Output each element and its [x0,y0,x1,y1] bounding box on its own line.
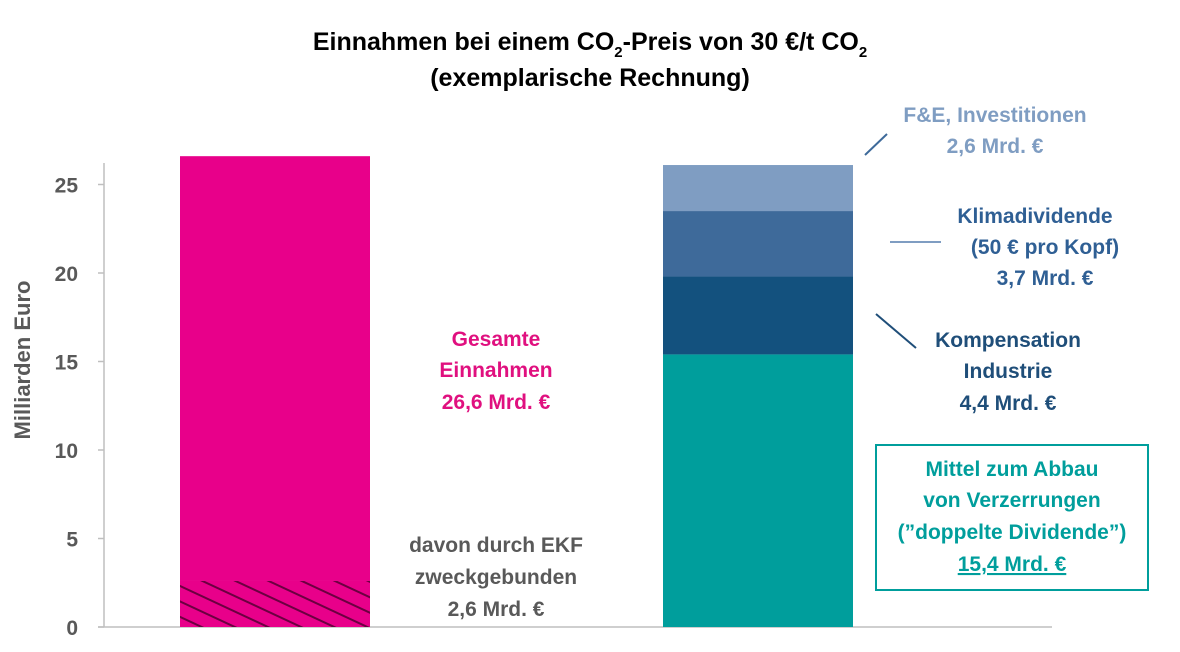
annotation-kompensation-line-3: 4,4 Mrd. € [960,392,1057,415]
annotation-mittel-line-4: 15,4 Mrd. € [958,553,1067,576]
chart-title-line1: Einnahmen bei einem CO2-Preis von 30 €/t… [313,28,867,61]
annotation-klima-line-1: Klimadividende [957,205,1112,228]
annotation-fe-line-2: 2,6 Mrd. € [947,135,1044,158]
annotation-klima-line-3: 3,7 Mrd. € [997,267,1094,290]
annotation-gesamt: Gesamte Einnahmen 26,6 Mrd. € [439,328,552,414]
annotation-mittel-line-3: (”doppelte Dividende”) [898,521,1127,544]
y-tick-label: 10 [55,440,78,463]
leader-fe [864,133,888,156]
y-ticks: 0 5 10 15 20 25 [55,175,104,640]
annotation-ekf: davon durch EKF zweckgebunden 2,6 Mrd. € [409,534,583,621]
annotation-klima-line-2: (50 € pro Kopf) [971,236,1119,259]
y-tick-label: 5 [66,529,78,552]
bar-2-segment-3 [663,211,853,277]
bar-1-segment-1 [180,580,370,627]
annotation-kompensation-line-2: Industrie [964,360,1053,383]
leader-kompensation [875,313,917,349]
annotation-mittel: Mittel zum Abbau von Verzerrungen (”dopp… [898,458,1127,576]
y-axis-label: Milliarden Euro [10,281,35,440]
annotation-fe-line-1: F&E, Investitionen [903,104,1086,127]
annotation-fe: F&E, Investitionen 2,6 Mrd. € [903,104,1086,158]
y-tick-label: 25 [55,175,79,198]
bar-2-segment-1 [663,354,853,627]
annotation-kompensation: Kompensation Industrie 4,4 Mrd. € [935,329,1081,415]
annotation-gesamt-line-3: 26,6 Mrd. € [442,391,551,414]
annotation-ekf-line-1: davon durch EKF [409,534,583,557]
chart-title-line2: (exemplarische Rechnung) [430,64,750,92]
bar-1-segment-2 [180,156,370,581]
y-tick-label: 0 [66,617,78,640]
annotation-ekf-line-3: 2,6 Mrd. € [448,598,545,621]
annotation-mittel-box [875,444,1149,591]
annotation-mittel-line-2: von Verzerrungen [923,489,1100,512]
annotation-klima: Klimadividende (50 € pro Kopf) 3,7 Mrd. … [957,205,1119,290]
annotation-mittel-line-1: Mittel zum Abbau [925,458,1098,481]
annotation-ekf-line-2: zweckgebunden [415,566,577,589]
y-tick-label: 20 [55,263,78,286]
bars [180,156,853,627]
annotation-gesamt-line-1: Gesamte [452,328,541,351]
annotation-kompensation-line-1: Kompensation [935,329,1081,352]
bar-2-segment-2 [663,276,853,355]
y-tick-label: 15 [55,352,79,375]
bar-2-segment-4 [663,165,853,212]
annotation-gesamt-line-2: Einnahmen [439,359,552,382]
